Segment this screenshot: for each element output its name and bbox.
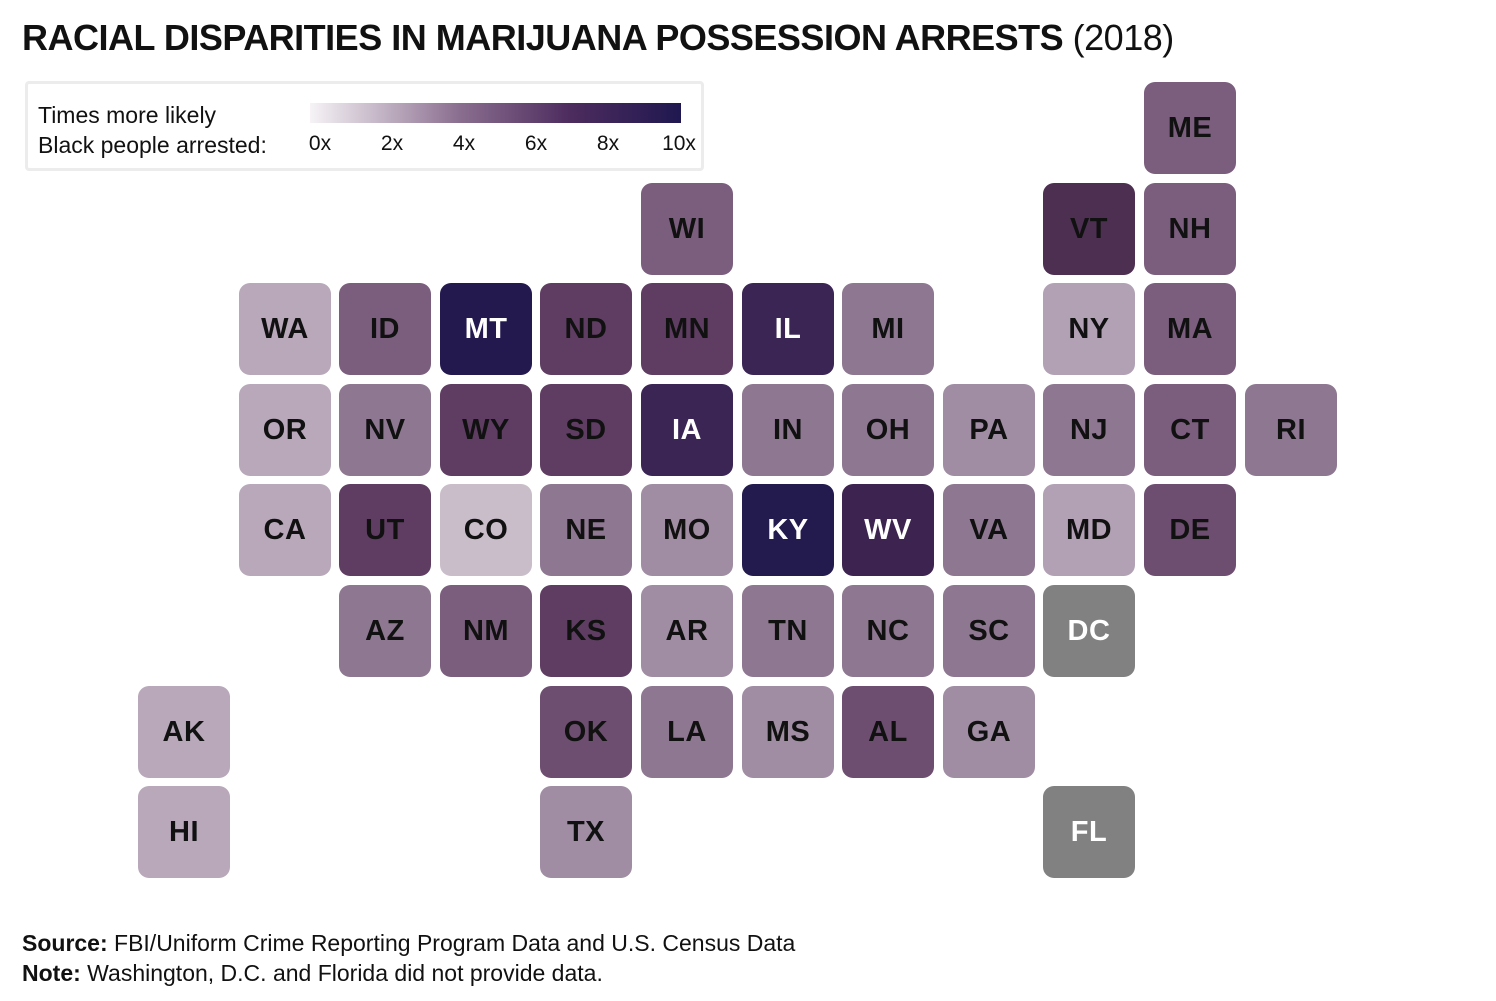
- note-label: Note:: [22, 960, 81, 986]
- state-tile-ca: CA: [239, 484, 331, 576]
- chart-title-year: (2018): [1072, 17, 1175, 58]
- state-tile-in: IN: [742, 384, 834, 476]
- state-tile-oh: OH: [842, 384, 934, 476]
- legend-tick: 6x: [524, 132, 548, 155]
- state-tile-mt: MT: [440, 283, 532, 375]
- state-tile-wa: WA: [239, 283, 331, 375]
- state-tile-va: VA: [943, 484, 1035, 576]
- data-note: Note: Washington, D.C. and Florida did n…: [22, 958, 795, 988]
- state-tile-ak: AK: [138, 686, 230, 778]
- source-note: Source: FBI/Uniform Crime Reporting Prog…: [22, 928, 795, 958]
- state-tile-ut: UT: [339, 484, 431, 576]
- chart-title-main: RACIAL DISPARITIES IN MARIJUANA POSSESSI…: [22, 17, 1064, 58]
- source-label: Source:: [22, 930, 108, 956]
- state-tile-de: DE: [1144, 484, 1236, 576]
- color-legend: Times more likely Black people arrested:…: [25, 81, 704, 171]
- state-tile-tx: TX: [540, 786, 632, 878]
- state-tile-ar: AR: [641, 585, 733, 677]
- state-tile-ok: OK: [540, 686, 632, 778]
- legend-label: Times more likely Black people arrested:: [38, 100, 267, 160]
- chart-title: RACIAL DISPARITIES IN MARIJUANA POSSESSI…: [22, 16, 1174, 60]
- state-tile-id: ID: [339, 283, 431, 375]
- state-tile-nj: NJ: [1043, 384, 1135, 476]
- state-tile-il: IL: [742, 283, 834, 375]
- state-tile-co: CO: [440, 484, 532, 576]
- legend-tick: 10x: [662, 132, 696, 155]
- state-tile-pa: PA: [943, 384, 1035, 476]
- state-tile-nc: NC: [842, 585, 934, 677]
- state-tile-ne: NE: [540, 484, 632, 576]
- state-tile-wi: WI: [641, 183, 733, 275]
- state-tile-nh: NH: [1144, 183, 1236, 275]
- state-tile-ms: MS: [742, 686, 834, 778]
- state-tile-ma: MA: [1144, 283, 1236, 375]
- legend-tick: 4x: [452, 132, 476, 155]
- state-tile-mi: MI: [842, 283, 934, 375]
- legend-color-scale: [310, 103, 681, 123]
- legend-tick: 0x: [308, 132, 332, 155]
- state-tile-me: ME: [1144, 82, 1236, 174]
- state-tile-ky: KY: [742, 484, 834, 576]
- state-tile-ct: CT: [1144, 384, 1236, 476]
- state-tile-nm: NM: [440, 585, 532, 677]
- legend-tick: 2x: [380, 132, 404, 155]
- chart-footer: Source: FBI/Uniform Crime Reporting Prog…: [22, 928, 795, 988]
- state-tile-fl: FL: [1043, 786, 1135, 878]
- state-tile-ia: IA: [641, 384, 733, 476]
- legend-label-line2: Black people arrested:: [38, 132, 267, 158]
- state-tile-or: OR: [239, 384, 331, 476]
- state-tile-tn: TN: [742, 585, 834, 677]
- state-tile-wy: WY: [440, 384, 532, 476]
- state-tile-hi: HI: [138, 786, 230, 878]
- state-tile-sd: SD: [540, 384, 632, 476]
- state-tile-ga: GA: [943, 686, 1035, 778]
- state-tile-ri: RI: [1245, 384, 1337, 476]
- state-tile-nv: NV: [339, 384, 431, 476]
- state-tile-wv: WV: [842, 484, 934, 576]
- state-tile-ks: KS: [540, 585, 632, 677]
- state-tile-mo: MO: [641, 484, 733, 576]
- state-tile-nd: ND: [540, 283, 632, 375]
- state-tile-vt: VT: [1043, 183, 1135, 275]
- state-tile-sc: SC: [943, 585, 1035, 677]
- legend-tick: 8x: [596, 132, 620, 155]
- state-tile-ny: NY: [1043, 283, 1135, 375]
- state-tile-la: LA: [641, 686, 733, 778]
- legend-label-line1: Times more likely: [38, 102, 217, 128]
- state-tile-mn: MN: [641, 283, 733, 375]
- note-text: Washington, D.C. and Florida did not pro…: [80, 960, 603, 986]
- state-tile-al: AL: [842, 686, 934, 778]
- state-tile-md: MD: [1043, 484, 1135, 576]
- state-tile-az: AZ: [339, 585, 431, 677]
- state-tile-dc: DC: [1043, 585, 1135, 677]
- source-text: FBI/Uniform Crime Reporting Program Data…: [107, 930, 796, 956]
